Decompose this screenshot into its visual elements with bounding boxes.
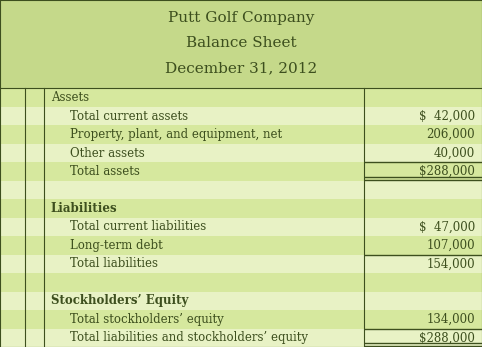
Bar xyxy=(0,273,482,291)
Text: $288,000: $288,000 xyxy=(419,165,475,178)
Text: Total current assets: Total current assets xyxy=(70,110,188,123)
Text: 107,000: 107,000 xyxy=(426,239,475,252)
Bar xyxy=(0,181,482,199)
Text: Putt Golf Company: Putt Golf Company xyxy=(168,11,314,25)
Text: Property, plant, and equipment, net: Property, plant, and equipment, net xyxy=(70,128,282,141)
Text: Long-term debt: Long-term debt xyxy=(70,239,162,252)
Bar xyxy=(0,291,482,310)
Text: Liabilities: Liabilities xyxy=(51,202,117,215)
Bar xyxy=(0,218,482,236)
Bar xyxy=(0,310,482,329)
Text: Total current liabilities: Total current liabilities xyxy=(70,220,206,234)
Text: Total assets: Total assets xyxy=(70,165,140,178)
Text: 134,000: 134,000 xyxy=(426,313,475,326)
Text: $  47,000: $ 47,000 xyxy=(418,220,475,234)
Text: 40,000: 40,000 xyxy=(433,147,475,160)
Bar xyxy=(0,255,482,273)
Text: $  42,000: $ 42,000 xyxy=(419,110,475,123)
Bar xyxy=(0,107,482,125)
Text: December 31, 2012: December 31, 2012 xyxy=(165,61,317,75)
Text: Assets: Assets xyxy=(51,91,89,104)
Text: Other assets: Other assets xyxy=(70,147,145,160)
Text: 206,000: 206,000 xyxy=(426,128,475,141)
Text: Total liabilities and stockholders’ equity: Total liabilities and stockholders’ equi… xyxy=(70,331,308,344)
Text: Total liabilities: Total liabilities xyxy=(70,257,158,270)
Bar xyxy=(0,162,482,181)
Bar xyxy=(0,88,482,107)
Text: $288,000: $288,000 xyxy=(419,331,475,344)
Bar xyxy=(0,144,482,162)
Bar xyxy=(0,236,482,255)
Text: Stockholders’ Equity: Stockholders’ Equity xyxy=(51,294,188,307)
Text: Total stockholders’ equity: Total stockholders’ equity xyxy=(70,313,224,326)
Text: Balance Sheet: Balance Sheet xyxy=(186,36,296,50)
Bar xyxy=(0,329,482,347)
Bar xyxy=(0,125,482,144)
Bar xyxy=(0,0,482,88)
Bar xyxy=(0,199,482,218)
Text: 154,000: 154,000 xyxy=(426,257,475,270)
